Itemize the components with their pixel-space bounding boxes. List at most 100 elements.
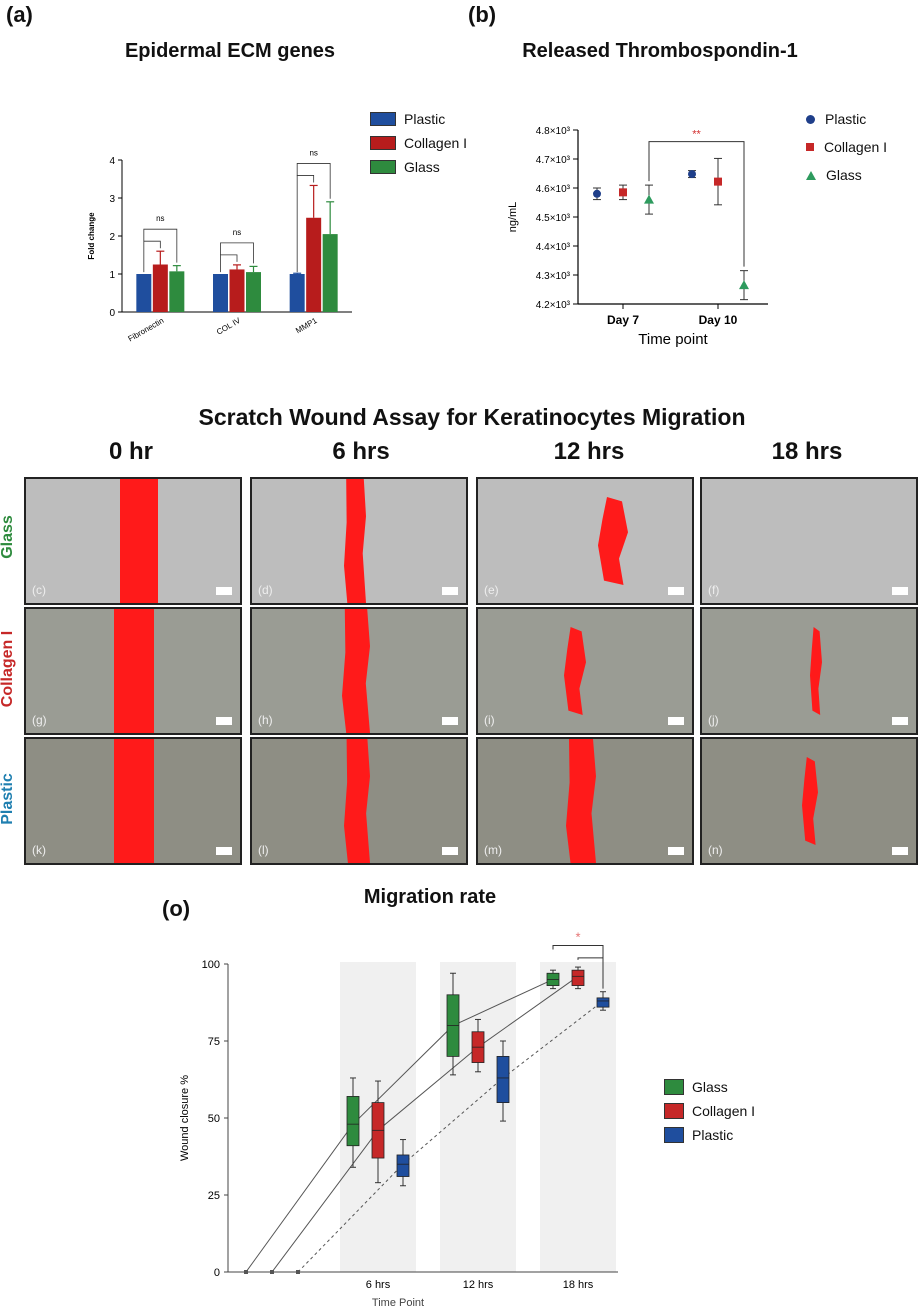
- chart-a-title: Epidermal ECM genes: [124, 40, 336, 62]
- micrograph-tile: (l): [250, 737, 468, 865]
- micrograph-tile: (d): [250, 477, 468, 605]
- legend-item: Collagen I: [664, 1100, 755, 1122]
- chart-o-title: Migration rate: [363, 886, 497, 908]
- x-tick-label: 18 hrs: [563, 1279, 594, 1291]
- scale-bar: [216, 587, 232, 595]
- y-axis-label: Fold change: [87, 212, 96, 260]
- micrograph-tile: (i): [476, 607, 694, 735]
- tile-label: (c): [32, 583, 46, 597]
- y-tick-label: 4.3×10³: [536, 271, 571, 282]
- legend-label: Glass: [404, 159, 440, 175]
- wound-area-solid: [120, 479, 158, 603]
- row-header-collagen: Collagen I: [0, 630, 16, 708]
- scratch-assay-title: Scratch Wound Assay for Keratinocytes Mi…: [198, 404, 746, 430]
- bar: [169, 271, 185, 312]
- micrograph-tile: (f): [700, 477, 918, 605]
- panel-a-letter: (a): [6, 2, 33, 27]
- wound-area-patch: [810, 627, 822, 715]
- trend-line: [271, 975, 579, 1273]
- row-header-glass: Glass: [0, 515, 16, 559]
- box: [571, 969, 585, 986]
- y-tick-label: 3: [109, 194, 115, 205]
- legend-swatch: [664, 1103, 684, 1119]
- legend-item: Glass: [806, 162, 887, 188]
- chart-o-legend: Glass Collagen I Plastic: [664, 1076, 755, 1148]
- bar: [306, 217, 322, 312]
- chart-o-plot: 0 25 50 75 100 Wound closure % 6 hrs 12 hrs 18 h…: [179, 930, 618, 1309]
- wound-area-patch: [564, 627, 586, 715]
- y-tick-label: 1: [109, 270, 115, 281]
- tile-label: (e): [484, 583, 499, 597]
- bar: [152, 264, 168, 312]
- significance-bracket: [296, 163, 331, 199]
- legend-swatch: [664, 1127, 684, 1143]
- y-tick-label: 4.4×10³: [536, 242, 571, 253]
- y-tick-label: 4.7×10³: [536, 155, 571, 166]
- scale-bar: [668, 717, 684, 725]
- micrograph-tile: (h): [250, 607, 468, 735]
- trend-line: [245, 978, 554, 1273]
- box: [346, 1096, 360, 1147]
- legend-item: Plastic: [370, 108, 467, 130]
- micrograph-tile: (n): [700, 737, 918, 865]
- data-point: [739, 280, 749, 290]
- legend-label: Collagen I: [824, 139, 888, 155]
- significance-bracket: [296, 175, 315, 273]
- x-axis-label: Time Point: [372, 1297, 424, 1309]
- legend-label: Collagen I: [404, 135, 468, 151]
- column-header: 12 hrs: [553, 438, 625, 465]
- y-tick-label: 0: [214, 1267, 220, 1279]
- tile-label: (h): [258, 713, 273, 727]
- wound-area-solid: [114, 739, 154, 863]
- bar: [136, 274, 152, 312]
- x-tick-label: Fibronectin: [127, 316, 166, 344]
- panel-b-letter: (b): [468, 2, 497, 27]
- y-tick-label: 50: [208, 1113, 220, 1125]
- significance-bracket: [552, 945, 604, 958]
- wound-area-patch: [802, 757, 818, 845]
- micrograph-tile: (g): [24, 607, 242, 735]
- y-tick-label: 2: [109, 232, 115, 243]
- legend-swatch: [370, 136, 396, 150]
- y-tick-label: 100: [202, 959, 220, 971]
- significance-label: ns: [156, 214, 164, 223]
- micrograph-tile: (j): [700, 607, 918, 735]
- significance-label: ns: [309, 148, 317, 157]
- significance-bracket: [648, 141, 745, 267]
- significance-bracket: [220, 242, 254, 264]
- scale-bar: [442, 717, 458, 725]
- y-tick-label: 0: [109, 308, 115, 319]
- legend-swatch: [370, 112, 396, 126]
- legend-swatch: [370, 160, 396, 174]
- legend-item: Collagen I: [370, 132, 467, 154]
- bar: [322, 234, 338, 312]
- micrograph-tile: (c): [24, 477, 242, 605]
- box: [396, 1154, 410, 1177]
- scale-bar: [668, 847, 684, 855]
- chart-a-legend: Plastic Collagen I Glass: [370, 108, 467, 180]
- scale-bar: [216, 717, 232, 725]
- legend-label: Collagen I: [692, 1103, 756, 1119]
- chart-b-legend: Plastic Collagen I Glass: [806, 106, 887, 190]
- legend-item: Plastic: [806, 106, 887, 132]
- significance-bracket: [143, 240, 161, 273]
- wound-area-jagged: [566, 739, 596, 863]
- micrograph-tile: (e): [476, 477, 694, 605]
- micrograph-tile: (m): [476, 737, 694, 865]
- bar: [246, 272, 261, 312]
- chart-b-plot: 4.2×10³ 4.3×10³ 4.4×10³ 4.5×10³ 4.6×10³ 4.7×1…: [507, 126, 768, 348]
- significance-label: ns: [233, 228, 241, 237]
- y-tick-label: 4.6×10³: [536, 184, 571, 195]
- triangle-marker-icon: [806, 170, 816, 180]
- data-point: [619, 188, 627, 197]
- tile-label: (g): [32, 713, 47, 727]
- legend-item: Collagen I: [806, 134, 887, 160]
- significance-label: *: [575, 930, 580, 945]
- column-header: 18 hrs: [771, 438, 843, 465]
- scale-bar: [892, 847, 908, 855]
- wound-area-solid: [114, 609, 154, 733]
- significance-bracket: [577, 957, 604, 989]
- tile-label: (d): [258, 583, 273, 597]
- x-tick-label: Day 10: [699, 313, 738, 327]
- data-point: [714, 177, 722, 186]
